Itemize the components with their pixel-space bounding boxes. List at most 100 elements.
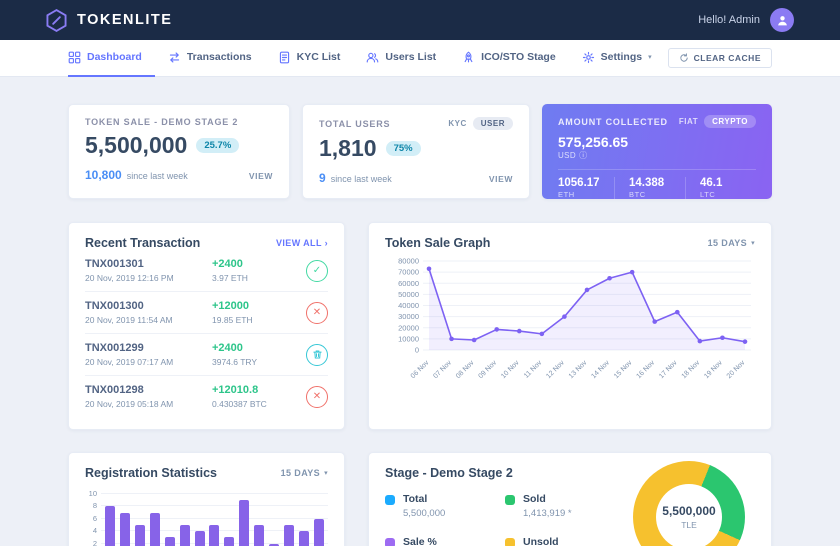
token-sale-badge: 25.7%: [196, 138, 240, 153]
donut-center-value: 5,500,000: [662, 504, 716, 518]
y-tick-label: 2: [92, 538, 97, 546]
legend-item-unsold: Unsold 4,086,082: [505, 536, 617, 546]
donut-center-unit: TLE: [681, 520, 697, 530]
graph-period-dropdown[interactable]: 15 DAYS ▾: [707, 238, 755, 248]
registration-period-dropdown[interactable]: 15 DAYS ▾: [280, 468, 328, 478]
transactions-list: TNX001301 20 Nov, 2019 12:16 PM +2400 3.…: [85, 250, 328, 417]
y-tick-label: 4: [92, 526, 97, 536]
crypto-value: 14.388: [629, 177, 665, 189]
transactions-icon: [169, 51, 179, 63]
chevron-down-icon: ▾: [648, 54, 652, 61]
y-tick-label: 10: [88, 489, 97, 498]
bar: [239, 500, 250, 546]
svg-text:12 Nov: 12 Nov: [545, 359, 566, 380]
legend-label: Sale %: [403, 536, 437, 546]
transaction-date: 20 Nov, 2019 05:18 AM: [85, 399, 174, 409]
nav-item-ico-sto-stage[interactable]: ICO/STO Stage: [449, 40, 569, 77]
nav-item-dashboard[interactable]: Dashboard: [68, 40, 155, 77]
transaction-status-icon[interactable]: ✕: [306, 301, 328, 324]
recent-transactions-title: Recent Transaction: [85, 236, 201, 250]
crypto-value: 46.1: [700, 177, 723, 189]
clear-cache-button[interactable]: CLEAR CACHE: [667, 48, 772, 68]
transaction-status-icon[interactable]: [306, 343, 328, 366]
nav-item-kyc-list[interactable]: KYC List: [265, 40, 354, 77]
transaction-crypto-amount: 0.430387 BTC: [212, 399, 267, 409]
total-users-badge: 75%: [385, 141, 421, 156]
legend-value: 5,500,000: [403, 508, 446, 519]
transaction-status-icon[interactable]: ✓: [306, 259, 328, 282]
transaction-crypto-amount: 3.97 ETH: [212, 273, 248, 283]
total-users-title: TOTAL USERS: [319, 118, 391, 129]
legend-swatch-unsold: [505, 538, 515, 546]
svg-text:06 Nov: 06 Nov: [410, 359, 431, 380]
total-users-view-link[interactable]: VIEW: [488, 174, 513, 184]
delta-label: since last week: [126, 171, 188, 181]
kyc-list-icon: [279, 51, 289, 63]
brand-logo[interactable]: TOKENLITE: [44, 8, 172, 33]
token-sale-value: 5,500,000: [85, 132, 188, 158]
users-icon: [367, 52, 379, 63]
transaction-row[interactable]: TNX001298 20 Nov, 2019 05:18 AM +12010.8…: [85, 376, 328, 417]
avatar[interactable]: [770, 8, 794, 32]
svg-text:14 Nov: 14 Nov: [590, 359, 611, 380]
nav-item-transactions[interactable]: Transactions: [155, 40, 265, 77]
user-icon: [777, 15, 787, 25]
bar: [149, 512, 160, 546]
transaction-amount: +2400: [212, 258, 243, 270]
svg-text:18 Nov: 18 Nov: [681, 359, 702, 380]
transaction-row[interactable]: TNX001301 20 Nov, 2019 12:16 PM +2400 3.…: [85, 250, 328, 292]
svg-text:10000: 10000: [398, 334, 419, 343]
svg-text:11 Nov: 11 Nov: [523, 359, 544, 380]
tab-fiat[interactable]: FIAT: [678, 117, 699, 126]
refresh-icon: [679, 53, 688, 62]
nav-item-users-list[interactable]: Users List: [353, 40, 449, 77]
transaction-crypto-amount: 3974.6 TRY: [212, 357, 258, 367]
transaction-row[interactable]: TNX001300 20 Nov, 2019 11:54 AM +12000 1…: [85, 292, 328, 334]
tab-kyc[interactable]: KYC: [448, 119, 467, 128]
token-sale-graph-card: Token Sale Graph 15 DAYS ▾ 0 10000 20000 300…: [368, 222, 772, 430]
svg-text:30000: 30000: [398, 312, 419, 321]
tab-crypto[interactable]: CRYPTO: [704, 115, 756, 128]
tokenlite-hexagon-icon: [46, 8, 67, 32]
transaction-row[interactable]: TNX001299 20 Nov, 2019 07:17 AM +2400 39…: [85, 334, 328, 376]
top-bar: TOKENLITE Hello! Admin: [0, 0, 840, 40]
legend-item-sale-pct: Sale % 25.7% Sold: [385, 536, 497, 546]
chevron-down-icon: ▾: [324, 470, 328, 477]
crypto-eth: 1056.17 ETH: [558, 177, 614, 199]
token-sale-view-link[interactable]: VIEW: [248, 171, 273, 181]
legend-item-total: Total 5,500,000: [385, 493, 497, 519]
svg-text:20 Nov: 20 Nov: [726, 359, 747, 380]
token-sale-graph-title: Token Sale Graph: [385, 236, 491, 250]
crypto-unit: BTC: [629, 190, 646, 199]
gridline: [101, 517, 328, 519]
svg-text:15 Nov: 15 Nov: [613, 359, 634, 380]
transaction-amount: +2400: [212, 342, 243, 354]
legend-label: Total: [403, 493, 428, 505]
transaction-id: TNX001301: [85, 258, 144, 270]
legend-label: Unsold: [523, 536, 559, 546]
bar: [179, 525, 190, 546]
bar: [119, 512, 130, 546]
svg-text:40000: 40000: [398, 301, 419, 310]
gridline: [101, 505, 328, 507]
brand-name: TOKENLITE: [77, 12, 173, 28]
crypto-btc: 14.388 BTC: [614, 177, 685, 199]
svg-text:10 Nov: 10 Nov: [500, 359, 521, 380]
transaction-status-icon[interactable]: ✕: [306, 385, 328, 408]
tab-user[interactable]: USER: [472, 117, 513, 130]
stage-donut-chart: 5,500,000 TLE: [633, 461, 745, 546]
user-greeting: Hello! Admin: [698, 14, 760, 26]
stage-legend: Total 5,500,000 Sold 1,413,919 * Sale %: [385, 493, 755, 546]
delta-label: since last week: [330, 174, 392, 184]
bar: [313, 518, 324, 546]
nav-label: Dashboard: [87, 51, 142, 63]
clear-cache-label: CLEAR CACHE: [693, 53, 761, 63]
registration-statistics-title: Registration Statistics: [85, 466, 217, 480]
transaction-amount: +12010.8: [212, 384, 259, 396]
view-all-link[interactable]: VIEW ALL ›: [275, 238, 328, 248]
rocket-icon: [464, 51, 473, 62]
legend-swatch-sale-pct: [385, 538, 395, 546]
svg-text:16 Nov: 16 Nov: [635, 359, 656, 380]
info-icon[interactable]: ⓘ: [579, 151, 588, 160]
nav-item-settings[interactable]: Settings ▾: [569, 40, 665, 77]
